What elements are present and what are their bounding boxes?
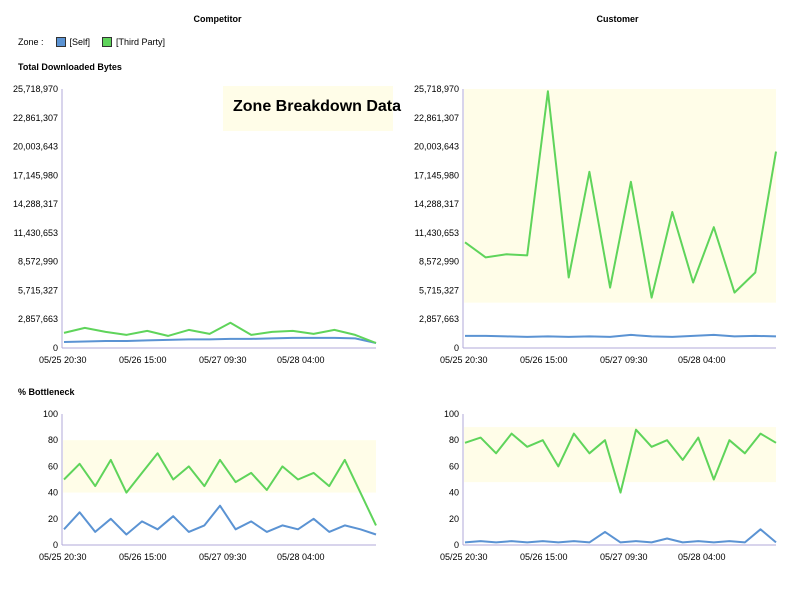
chart-0-ytick-label: 0 — [53, 343, 58, 353]
chart-2-series-third-party-line — [63, 452, 377, 526]
legend-text-self: [Self] — [69, 37, 91, 47]
chart-2-series-self-line — [63, 504, 377, 536]
chart-2-ytick-label: 0 — [53, 540, 58, 550]
chart-2-ytick-label: 60 — [48, 461, 58, 471]
chart-0-ytick-label: 25,718,970 — [13, 84, 58, 94]
chart-1-ytick-label: 25,718,970 — [414, 84, 459, 94]
chart-3-xtick-label: 05/26 15:00 — [520, 552, 568, 562]
chart-1-band — [464, 89, 776, 303]
chart-1-series-third-party-line — [464, 90, 777, 299]
chart-0-xtick-label: 05/27 09:30 — [199, 355, 247, 365]
chart-1-ytick-label: 17,145,980 — [414, 170, 459, 180]
chart-0-ytick-label: 8,572,990 — [18, 257, 58, 267]
chart-3-ytick-label: 60 — [449, 461, 459, 471]
chart-1-xtick-label: 05/25 20:30 — [440, 355, 488, 365]
chart-3-ytick-label: 20 — [449, 514, 459, 524]
chart-0-xtick-label: 05/28 04:00 — [277, 355, 325, 365]
chart-2-ytick-label: 80 — [48, 435, 58, 445]
legend-item-self[interactable]: [Self] — [55, 37, 91, 47]
legend-swatch-self — [55, 37, 66, 47]
chart-0-xtick-label: 05/26 15:00 — [119, 355, 167, 365]
chart-2-band — [63, 440, 376, 493]
chart-1-ytick-label: 14,288,317 — [414, 199, 459, 209]
column-title-customer: Customer — [596, 14, 639, 24]
chart-0-ytick-label: 11,430,653 — [14, 228, 58, 238]
legend-text-third-party: [Third Party] — [116, 37, 166, 47]
chart-2-ytick-label: 100 — [43, 409, 58, 419]
legend-item-third-party[interactable]: [Third Party] — [102, 37, 165, 47]
chart-0-series-self-line — [63, 336, 377, 344]
chart-0-ytick-label: 17,145,980 — [13, 170, 58, 180]
chart-0-ytick-label: 2,857,663 — [18, 314, 58, 324]
chart-1-ytick-label: 5,715,327 — [419, 285, 459, 295]
chart-3-series-third-party-line — [464, 428, 777, 494]
chart-2-xtick-label: 05/28 04:00 — [277, 552, 325, 562]
column-title-competitor: Competitor — [193, 14, 242, 24]
legend: Zone : [Self] [Third Party] — [18, 37, 165, 47]
chart-3-xtick-label: 05/28 04:00 — [678, 552, 726, 562]
chart-3-xtick-label: 05/25 20:30 — [440, 552, 488, 562]
chart-1-ytick-label: 11,430,653 — [415, 228, 459, 238]
chart-1-xtick-label: 05/27 09:30 — [600, 355, 648, 365]
overlay-box — [223, 86, 393, 131]
chart-3-ytick-label: 40 — [449, 488, 459, 498]
section-title-bytes: Total Downloaded Bytes — [18, 62, 122, 72]
chart-1-ytick-label: 2,857,663 — [419, 314, 459, 324]
chart-1-ytick-label: 22,861,307 — [414, 113, 459, 123]
chart-1-ytick-label: 8,572,990 — [419, 257, 459, 267]
chart-0-series-third-party-line — [63, 321, 377, 344]
chart-2-xtick-label: 05/26 15:00 — [119, 552, 167, 562]
chart-3-xtick-label: 05/27 09:30 — [600, 552, 648, 562]
chart-2-ytick-label: 40 — [48, 488, 58, 498]
overlay-title: Zone Breakdown Data — [233, 98, 402, 115]
legend-label: Zone : — [18, 37, 44, 47]
chart-1-xtick-label: 05/28 04:00 — [678, 355, 726, 365]
chart-1-series-self-line — [465, 333, 777, 338]
legend-swatch-third-party — [102, 37, 113, 47]
chart-0-ytick-label: 14,288,317 — [13, 199, 58, 209]
chart-2-ytick-label: 20 — [48, 514, 58, 524]
chart-3-ytick-label: 80 — [449, 435, 459, 445]
chart-3-ytick-label: 0 — [454, 540, 459, 550]
chart-1-ytick-label: 20,003,643 — [414, 142, 459, 152]
chart-3-ytick-label: 100 — [444, 409, 459, 419]
chart-0-ytick-label: 20,003,643 — [13, 142, 58, 152]
chart-1-ytick-label: 0 — [454, 343, 459, 353]
chart-2-xtick-label: 05/25 20:30 — [39, 552, 87, 562]
chart-1-xtick-label: 05/26 15:00 — [520, 355, 568, 365]
section-title-bottleneck: % Bottleneck — [18, 387, 75, 397]
chart-0-xtick-label: 05/25 20:30 — [39, 355, 87, 365]
chart-0-ytick-label: 5,715,327 — [18, 285, 58, 295]
chart-2-xtick-label: 05/27 09:30 — [199, 552, 247, 562]
chart-3-series-self-line — [464, 528, 777, 544]
chart-0-ytick-label: 22,861,307 — [13, 113, 58, 123]
